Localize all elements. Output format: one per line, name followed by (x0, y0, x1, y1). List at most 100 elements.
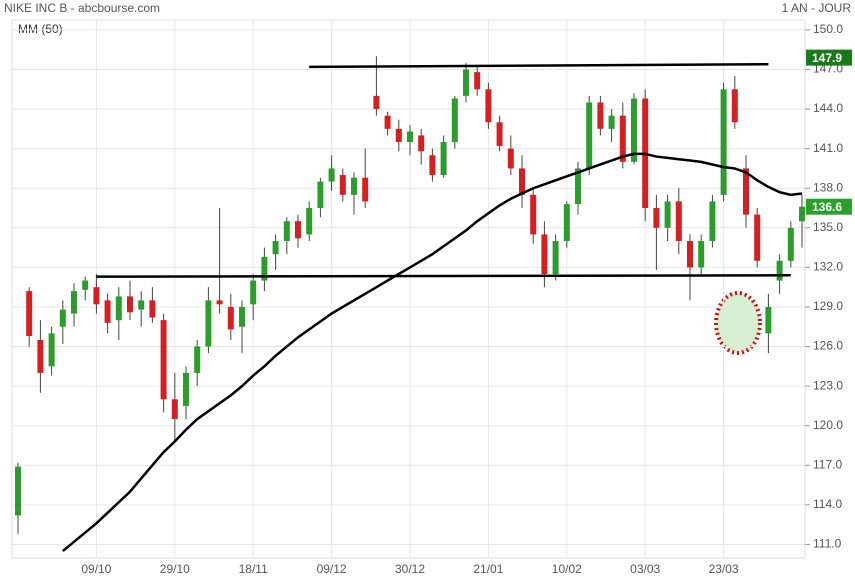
candle-body (519, 168, 525, 195)
candle-body (776, 260, 783, 281)
candle-body (530, 194, 537, 235)
candle-body (239, 306, 245, 327)
candle-body (306, 208, 313, 235)
candle-body (317, 181, 324, 209)
price-tag-label: 147.9 (812, 51, 842, 65)
candle-body (720, 89, 727, 195)
y-tick-label: 138.0 (813, 180, 843, 194)
candle-body (82, 280, 89, 290)
candle-body (687, 241, 693, 268)
candle-body (474, 72, 481, 90)
y-tick-label: 150.0 (813, 22, 843, 36)
y-tick-label: 123.0 (813, 378, 843, 392)
candle-body (664, 201, 671, 228)
candle-body (440, 142, 447, 176)
candle-body (149, 300, 156, 318)
candle-body (698, 241, 705, 268)
y-tick-label: 111.0 (813, 537, 842, 551)
candle-body (272, 241, 279, 255)
y-tick-label: 114.0 (813, 497, 842, 511)
candle-body (731, 89, 738, 123)
candle-body (597, 102, 604, 129)
price-tag-label: 136.6 (812, 200, 842, 214)
candle-body (631, 98, 637, 162)
candle-body (407, 131, 413, 143)
candle-body (250, 280, 257, 305)
candle-body (37, 339, 44, 373)
candle-body (362, 177, 369, 202)
candle-body (451, 98, 458, 143)
candle-body (653, 208, 660, 228)
candle-body (541, 234, 548, 274)
candle-body (799, 206, 805, 222)
period: 1 AN - JOUR (782, 1, 852, 15)
candle-body (160, 320, 167, 400)
indicator-label: MM (50) (18, 22, 63, 36)
x-tick-label: 21/01 (473, 562, 503, 576)
candle-body (194, 346, 201, 373)
candle-body (709, 201, 716, 242)
candle-body (93, 287, 100, 305)
highlight-circle (714, 291, 762, 355)
y-tick-label: 120.0 (813, 418, 843, 432)
candle-body (216, 300, 223, 305)
candle-body (138, 300, 145, 310)
candle-body (295, 221, 301, 239)
trendline (96, 274, 791, 278)
price-tag (806, 198, 852, 215)
candle-body (507, 148, 514, 169)
y-tick-label: 144.0 (813, 101, 843, 115)
candle-body (59, 309, 66, 327)
plot-frame (11, 19, 806, 559)
candle-body (765, 306, 772, 334)
candle-body (283, 221, 290, 242)
candle-body (351, 177, 357, 195)
candle-body (339, 175, 346, 195)
x-tick-label: 23/03 (709, 562, 739, 576)
trendline (309, 62, 769, 69)
x-tick-label: 10/02 (552, 562, 582, 576)
x-tick-label: 09/10 (81, 562, 111, 576)
candle-body (586, 102, 593, 169)
y-tick-label: 135.0 (813, 220, 843, 234)
candle-body (384, 115, 391, 129)
candle-body (48, 333, 55, 367)
y-tick-label: 132.0 (813, 260, 843, 274)
candle-body (205, 300, 212, 347)
x-tick-label: 29/10 (160, 562, 190, 576)
candle-body (261, 256, 268, 281)
y-tick-label: 117.0 (813, 457, 842, 471)
candle-body (743, 168, 749, 215)
price-tag (806, 49, 852, 66)
candle-body (183, 372, 189, 406)
candle-body (127, 296, 133, 313)
candle-body (485, 89, 492, 123)
y-tick-label: 129.0 (813, 299, 843, 313)
x-tick-label: 18/11 (239, 562, 268, 576)
candle-body (496, 122, 503, 147)
x-tick-label: 09/12 (317, 562, 347, 576)
candle-body (418, 135, 425, 152)
candle-body (563, 204, 570, 242)
candle-body (115, 296, 122, 321)
candle-body (575, 168, 581, 205)
candle-body (754, 214, 761, 261)
candle-body (171, 399, 178, 420)
candle-body (227, 306, 234, 330)
candle-body (395, 128, 402, 143)
candle-body (619, 115, 626, 162)
candle-body (429, 155, 436, 176)
y-tick-label: 126.0 (813, 339, 843, 353)
chart-title: NIKE INC B - abcbourse.com (4, 1, 160, 15)
x-tick-label: 30/12 (395, 562, 425, 576)
moving-average (62, 152, 803, 553)
candle-body (15, 466, 21, 516)
candle-body (328, 168, 335, 182)
x-tick-label: 03/03 (630, 562, 660, 576)
candle-body (463, 69, 469, 96)
candle-body (608, 115, 615, 129)
candle-body (104, 300, 111, 323)
candle-body (675, 201, 682, 242)
